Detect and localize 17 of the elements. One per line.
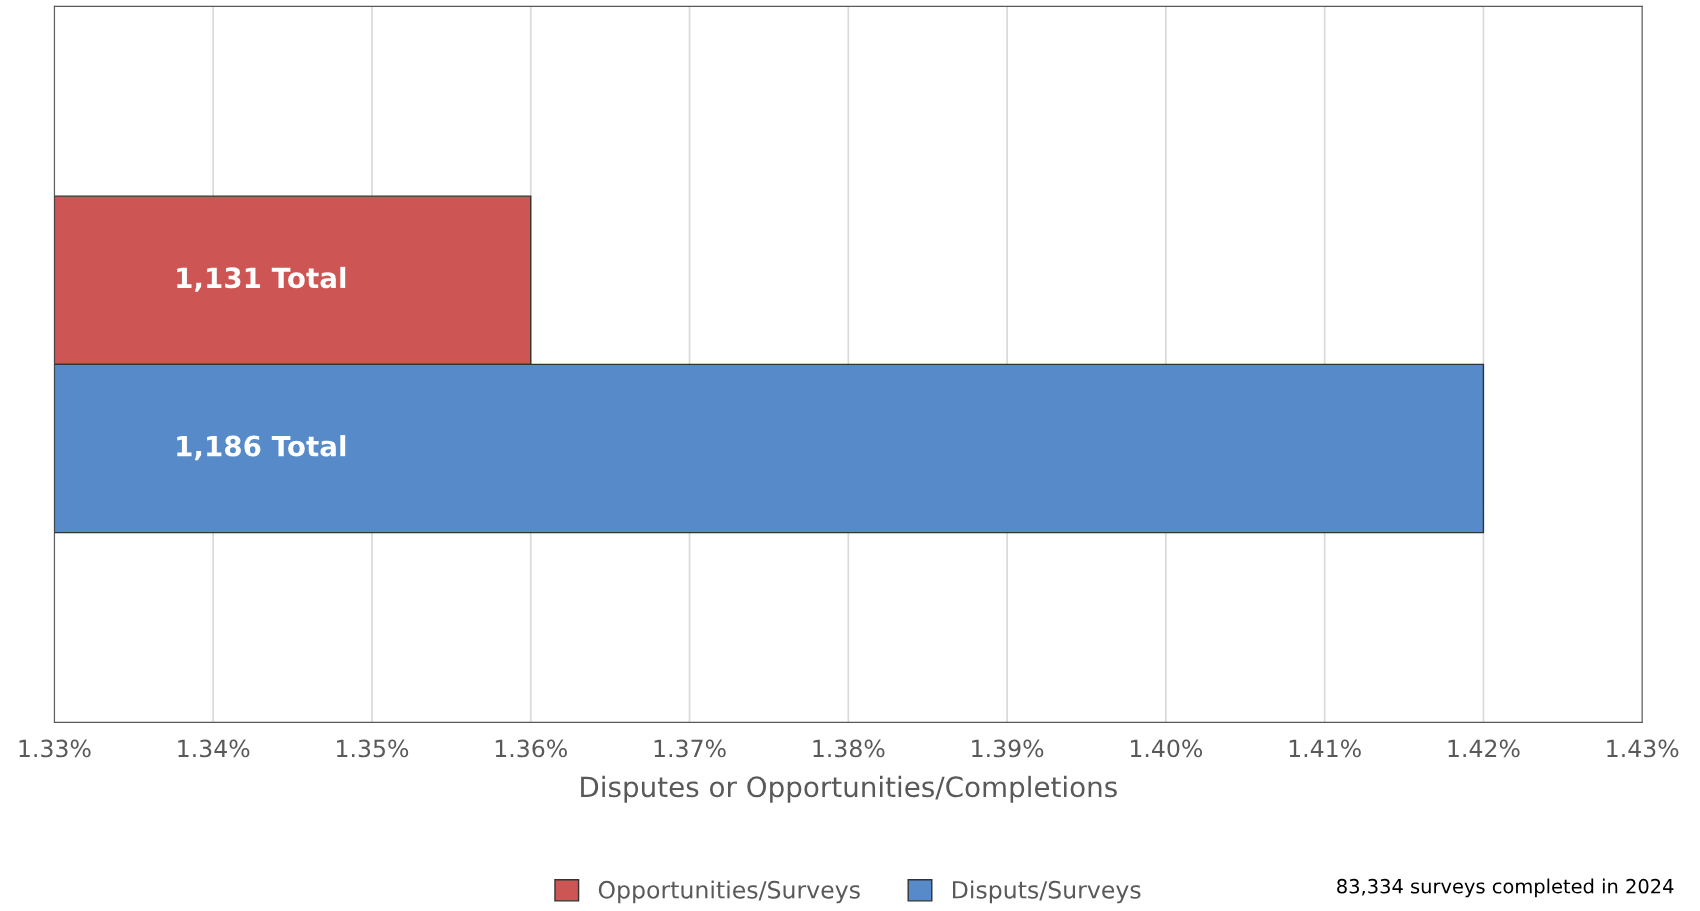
x-tick-label: 1.33% [19, 739, 91, 758]
legend-label: Disputs/Surveys [953, 880, 1141, 904]
x-tick-label: 1.43% [1607, 739, 1679, 758]
x-axis-title: Disputes or Opportunities/Completions [581, 775, 1117, 803]
x-tick-label: 1.37% [654, 739, 726, 758]
x-tick-label: 1.35% [337, 739, 409, 758]
x-tick-label: 1.34% [178, 739, 250, 758]
x-tick-label: 1.40% [1130, 739, 1203, 758]
text: 83,334 surveys completed in 2024 [1337, 878, 1674, 898]
x-tick-label: 1.41% [1289, 739, 1361, 758]
x-tick-label: 1.42% [1448, 739, 1520, 758]
legend-label: Opportunities/Surveys [598, 880, 860, 904]
annotation: 1,186 Total [177, 435, 346, 461]
x-tick-label: 1.36% [495, 739, 567, 758]
x-tick-label: 1.38% [813, 739, 885, 758]
x-tick-label: 1.39% [972, 739, 1044, 758]
annotation: 1,131 Total [177, 266, 346, 292]
